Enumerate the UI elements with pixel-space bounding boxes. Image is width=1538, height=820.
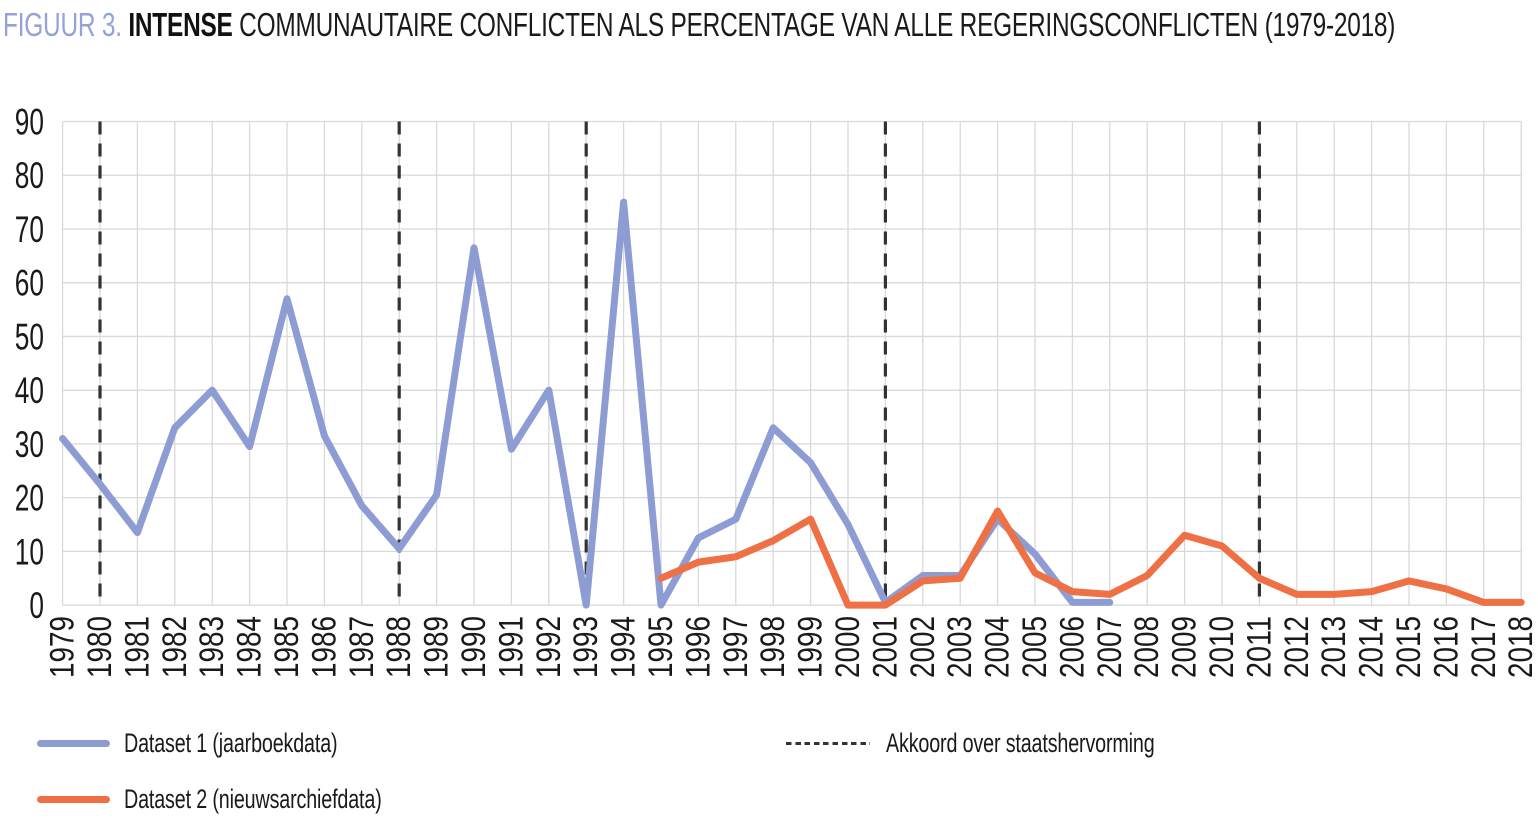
- x-tick-label: 1979: [44, 616, 82, 678]
- dataset2-line-swatch: [37, 795, 110, 803]
- dashed-line-swatch: [786, 741, 870, 745]
- x-tick-label: 1990: [455, 616, 493, 678]
- x-tick-label: 1996: [679, 616, 717, 678]
- x-tick-label: 1994: [605, 616, 643, 678]
- y-tick-label: 10: [15, 531, 44, 572]
- x-tick-label: 1987: [343, 616, 381, 678]
- x-tick-label: 1984: [231, 616, 269, 678]
- x-tick-label: 1982: [156, 616, 194, 678]
- x-tick-label: 1980: [81, 616, 119, 678]
- legend-item-annotation: Akkoord over staatshervorming: [786, 727, 1254, 759]
- figure-title: FIGUUR 3. INTENSE COMMUNAUTAIRE CONFLICT…: [3, 6, 1396, 43]
- x-tick-label: 2005: [1016, 616, 1054, 678]
- x-tick-label: 1992: [530, 616, 568, 678]
- y-tick-label: 30: [15, 424, 44, 465]
- x-tick-label: 2010: [1203, 616, 1241, 678]
- x-tick-label: 2009: [1166, 616, 1204, 678]
- x-tick-label: 2002: [904, 616, 942, 678]
- x-tick-label: 2008: [1128, 616, 1166, 678]
- x-tick-label: 2015: [1390, 616, 1428, 678]
- dataset1-line-swatch: [37, 739, 110, 747]
- x-tick-label: 2000: [829, 616, 867, 678]
- figure-title-emphasis: INTENSE: [128, 6, 233, 43]
- x-tick-label: 2014: [1353, 616, 1391, 678]
- x-tick-label: 2003: [941, 616, 979, 678]
- x-tick-label: 1997: [717, 616, 755, 678]
- x-tick-label: 1995: [642, 616, 680, 678]
- x-tick-label: 2013: [1315, 616, 1353, 678]
- x-tick-label: 1986: [305, 616, 343, 678]
- x-tick-label: 2016: [1427, 616, 1465, 678]
- x-tick-label: 2004: [979, 616, 1017, 678]
- x-tick-label: 1998: [754, 616, 792, 678]
- dataset2-legend-label: Dataset 2 (nieuwsarchiefdata): [124, 783, 382, 814]
- y-tick-label: 70: [15, 209, 44, 250]
- x-tick-label: 1983: [193, 616, 231, 678]
- x-tick-label: 1985: [268, 616, 306, 678]
- x-tick-label: 1999: [792, 616, 830, 678]
- legend-item-dataset2: Dataset 2 (nieuwsarchiefdata): [37, 783, 477, 815]
- x-tick-label: 2006: [1053, 616, 1091, 678]
- y-tick-label: 80: [15, 155, 44, 196]
- y-tick-label: 90: [15, 102, 44, 143]
- x-tick-label: 2007: [1091, 616, 1129, 678]
- series-line-dataset2: [657, 507, 1525, 609]
- x-tick-label: 2017: [1465, 616, 1503, 678]
- legend-item-dataset1: Dataset 1 (jaarboekdata): [37, 727, 416, 759]
- x-tick-label: 2018: [1502, 616, 1538, 678]
- y-tick-label: 0: [29, 585, 44, 626]
- x-tick-label: 2001: [866, 616, 904, 678]
- y-tick-label: 50: [15, 316, 44, 357]
- dataset1-legend-label: Dataset 1 (jaarboekdata): [124, 727, 338, 758]
- x-tick-label: 1993: [567, 616, 605, 678]
- x-tick-label: 1989: [418, 616, 456, 678]
- x-tick-label: 1988: [380, 616, 418, 678]
- y-tick-label: 20: [15, 478, 44, 519]
- y-tick-label: 40: [15, 370, 44, 411]
- figure-number-label: FIGUUR 3.: [3, 6, 122, 43]
- x-tick-label: 1991: [492, 616, 530, 678]
- x-tick-label: 2011: [1240, 616, 1278, 678]
- figure-title-text: COMMUNAUTAIRE CONFLICTEN ALS PERCENTAGE …: [239, 6, 1396, 43]
- x-tick-label: 2012: [1278, 616, 1316, 678]
- annotation-legend-label: Akkoord over staatshervorming: [886, 727, 1155, 758]
- x-tick-label: 1981: [118, 616, 156, 678]
- y-tick-label: 60: [15, 263, 44, 304]
- series-line-dataset1: [59, 198, 1114, 609]
